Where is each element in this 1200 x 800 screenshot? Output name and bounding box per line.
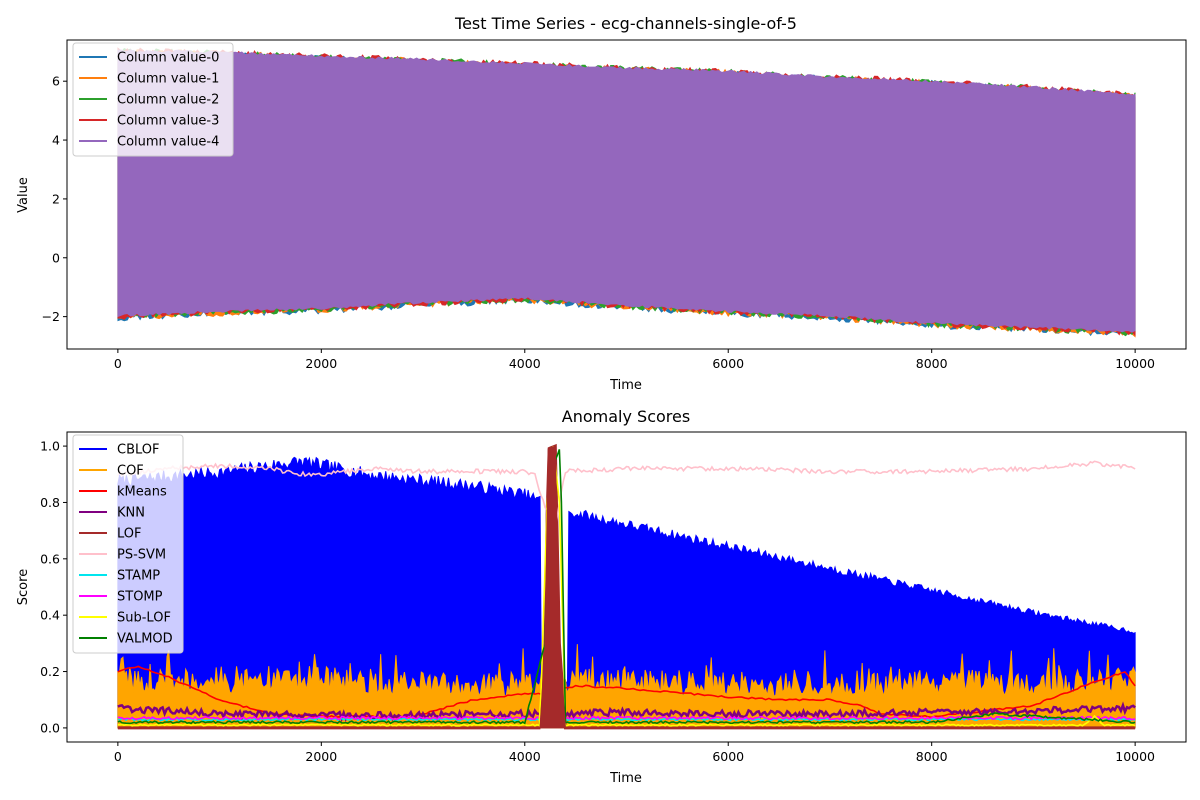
series-valmod bbox=[117, 448, 1136, 725]
time-series-x-ticks: 0 2000 4000 6000 8000 10000 bbox=[114, 349, 1155, 371]
x-tick-label: 6000 bbox=[712, 356, 744, 371]
legend-entry: VALMOD bbox=[117, 632, 173, 647]
time-series-y-ticks: −2 0 2 4 6 bbox=[42, 74, 67, 324]
anomaly-scores-y-ticks: 0.0 0.2 0.4 0.6 0.8 1.0 bbox=[40, 439, 67, 735]
series-lof-spike bbox=[539, 445, 567, 729]
x-tick-label: 8000 bbox=[916, 749, 948, 764]
x-tick-label: 2000 bbox=[305, 356, 337, 371]
y-tick-label: 0.2 bbox=[40, 664, 60, 679]
legend-entry: Column value-4 bbox=[117, 135, 219, 150]
series-lof bbox=[117, 443, 1136, 730]
legend-entry: PS-SVM bbox=[117, 548, 166, 563]
series-ps-svm bbox=[117, 460, 1136, 528]
y-tick-label: 2 bbox=[52, 191, 60, 206]
time-series-y-label: Value bbox=[16, 177, 31, 213]
x-tick-label: 8000 bbox=[916, 356, 948, 371]
legend-entry: LOF bbox=[117, 527, 142, 542]
x-tick-label: 0 bbox=[114, 749, 122, 764]
x-tick-label: 10000 bbox=[1115, 356, 1155, 371]
y-tick-label: 4 bbox=[52, 133, 60, 148]
anomaly-scores-title: Anomaly Scores bbox=[562, 407, 690, 426]
series-band-column-value-4 bbox=[117, 49, 1136, 333]
anomaly-scores-x-label: Time bbox=[609, 771, 642, 786]
legend-entry: Column value-1 bbox=[117, 72, 219, 87]
x-tick-label: 0 bbox=[114, 356, 122, 371]
legend-entry: STAMP bbox=[117, 569, 160, 584]
x-tick-label: 4000 bbox=[509, 356, 541, 371]
legend-entry: kMeans bbox=[117, 485, 167, 500]
series-cof bbox=[117, 644, 1136, 729]
y-tick-label: 0 bbox=[52, 250, 60, 265]
series-cblof bbox=[117, 456, 1136, 729]
y-tick-label: 0.0 bbox=[40, 720, 60, 735]
series-stamp bbox=[117, 717, 1136, 722]
time-series-legend: Column value-0 Column value-1 Column value… bbox=[72, 42, 234, 157]
time-series-title: Test Time Series - ecg-channels-single-o… bbox=[454, 14, 797, 33]
anomaly-scores-x-ticks: 0 2000 4000 6000 8000 10000 bbox=[114, 742, 1155, 764]
legend-entry: CBLOF bbox=[117, 443, 160, 458]
legend-entry: Column value-0 bbox=[117, 51, 219, 66]
legend-entry: COF bbox=[117, 464, 144, 479]
x-tick-label: 10000 bbox=[1115, 749, 1155, 764]
anomaly-scores-y-label: Score bbox=[16, 569, 31, 605]
x-tick-label: 2000 bbox=[305, 749, 337, 764]
anomaly-scores-legend: CBLOF COF kMeans KNN LOF PS-SVM STAMP STOMP Sub-… bbox=[72, 434, 184, 654]
y-tick-label: 6 bbox=[52, 74, 60, 89]
anomaly-scores-data bbox=[117, 443, 1136, 730]
legend-entry: STOMP bbox=[117, 590, 163, 605]
series-sub-lof bbox=[117, 446, 1136, 727]
series-knn bbox=[117, 701, 1136, 723]
y-tick-label: 0.4 bbox=[40, 608, 60, 623]
y-tick-label: −2 bbox=[42, 309, 60, 324]
x-tick-label: 6000 bbox=[712, 749, 744, 764]
time-series-data bbox=[117, 47, 1136, 338]
anomaly-scores-plot: Anomaly Scores 0 2000 4000 6000 8000 10000 0.… bbox=[16, 407, 1187, 786]
legend-entry: KNN bbox=[117, 506, 145, 521]
time-series-plot: Test Time Series - ecg-channels-single-o… bbox=[16, 14, 1187, 393]
legend-entry: Column value-3 bbox=[117, 114, 219, 129]
y-tick-label: 1.0 bbox=[40, 439, 60, 454]
y-tick-label: 0.6 bbox=[40, 551, 60, 566]
legend-entry: Sub-LOF bbox=[117, 611, 171, 626]
legend-box bbox=[72, 434, 184, 654]
time-series-axes-frame bbox=[66, 39, 1187, 350]
legend-box bbox=[72, 42, 234, 157]
anomaly-scores-axes-frame bbox=[66, 431, 1187, 743]
y-tick-label: 0.8 bbox=[40, 495, 60, 510]
legend-entry: Column value-2 bbox=[117, 93, 219, 108]
time-series-x-label: Time bbox=[609, 378, 642, 393]
x-tick-label: 4000 bbox=[509, 749, 541, 764]
